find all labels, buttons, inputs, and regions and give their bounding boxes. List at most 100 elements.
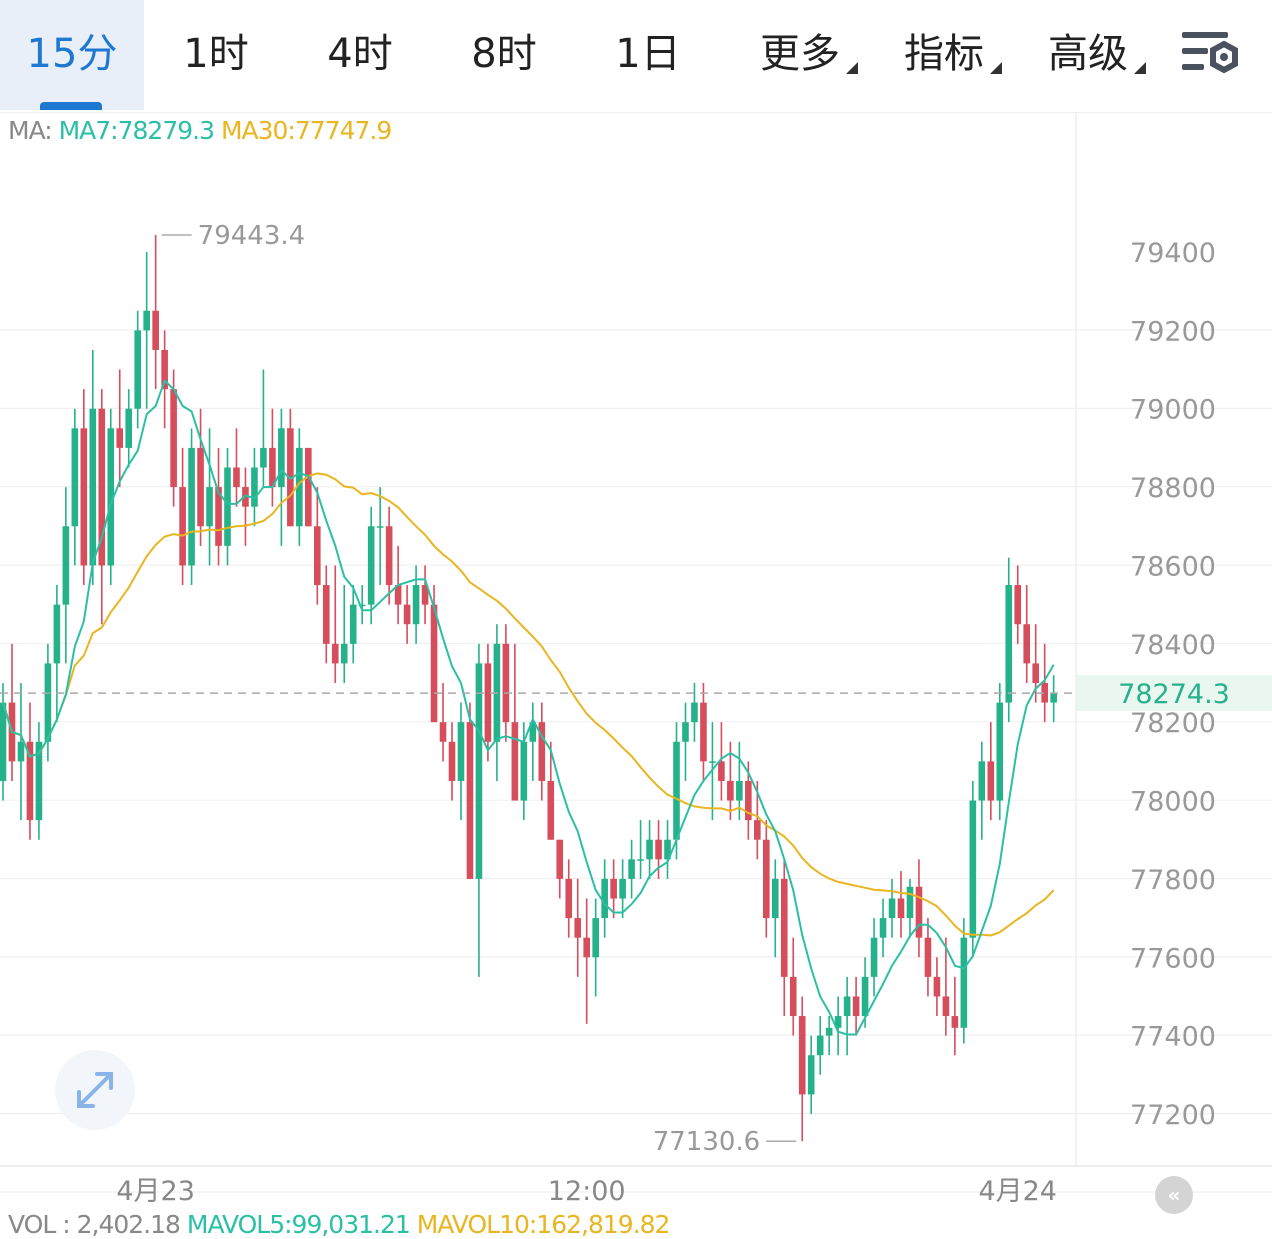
- candle-body: [125, 408, 133, 448]
- candle-body: [53, 604, 61, 664]
- low-marker-label: 77130.6: [653, 1127, 761, 1157]
- candle-body: [682, 722, 689, 742]
- candle-body: [646, 839, 653, 860]
- candle-body: [960, 937, 968, 1028]
- candle-body: [179, 487, 186, 566]
- candle-body: [484, 663, 492, 742]
- ma30-value: MA30:77747.9: [220, 116, 392, 145]
- candle-body: [718, 761, 725, 781]
- candle-body: [305, 447, 312, 527]
- candle-body: [637, 859, 644, 861]
- candle-body: [260, 447, 267, 468]
- expand-chart-button[interactable]: [55, 1050, 135, 1130]
- candle-body: [448, 741, 456, 781]
- candle-body: [394, 585, 402, 605]
- candle-body: [924, 937, 932, 977]
- last-price-tag: [1076, 675, 1272, 712]
- scroll-to-latest-icon: «: [1167, 1183, 1181, 1207]
- candle-body: [754, 820, 761, 840]
- y-tick-label: 79000: [1130, 395, 1216, 426]
- candle-body: [44, 663, 52, 742]
- tab-label: 1时: [183, 31, 249, 77]
- y-tick-label: 77800: [1130, 865, 1216, 896]
- mavol5-value: MAVOL5:99,031.21: [186, 1210, 411, 1239]
- candle-body: [825, 1027, 833, 1036]
- candle-body: [565, 878, 573, 919]
- candle-body: [529, 722, 537, 742]
- candle-body: [942, 996, 950, 1017]
- candle-body: [197, 447, 204, 527]
- candle-body: [1032, 663, 1039, 683]
- candle-body: [170, 389, 177, 488]
- y-tick-label: 79200: [1130, 316, 1216, 347]
- candle-body: [403, 604, 411, 625]
- mavol10-value: MAVOL10:162,819.82: [416, 1210, 671, 1239]
- ma7-value: MA7:78279.3: [58, 116, 215, 145]
- candle-body: [511, 722, 519, 801]
- settings-lines-gear-icon[interactable]: [1180, 28, 1242, 82]
- candle-body: [771, 878, 779, 919]
- candle-body: [906, 886, 914, 919]
- candle-body: [628, 859, 635, 879]
- candle-body: [80, 428, 88, 566]
- candle-body: [547, 780, 555, 840]
- candle-body: [1005, 585, 1013, 703]
- high-marker-label: 79443.4: [198, 221, 306, 251]
- candle-body: [852, 996, 860, 1017]
- y-tick-label: 79400: [1130, 238, 1216, 269]
- candle-body: [583, 937, 590, 958]
- tab-15m[interactable]: 15分: [0, 0, 144, 110]
- last-price-label: 78274.3: [1118, 679, 1230, 710]
- y-tick-label: 78200: [1130, 708, 1216, 739]
- candle-body: [933, 976, 941, 997]
- candle-body: [376, 526, 384, 528]
- dropdown-caret-icon: [1134, 62, 1146, 74]
- candle-body: [322, 585, 330, 644]
- candlestick-chart[interactable]: 79400 79200 79000 78800 78600 78400 78200 78000…: [0, 112, 1272, 1208]
- candle-body: [897, 898, 905, 919]
- candle-body: [1041, 683, 1048, 703]
- x-tick-label: 4月23: [116, 1176, 195, 1207]
- ma-legend-prefix: MA:: [8, 116, 53, 145]
- y-tick-label: 78000: [1130, 787, 1216, 818]
- candle-body: [430, 604, 438, 723]
- candle-body: [574, 918, 582, 938]
- tab-label: 高级: [1048, 31, 1128, 77]
- tab-1h[interactable]: 1时: [144, 0, 288, 110]
- scroll-to-latest-button[interactable]: «: [1155, 1176, 1193, 1214]
- candle-body: [592, 918, 599, 958]
- candle-body: [0, 702, 7, 781]
- tab-advanced-dropdown[interactable]: 高级: [1028, 0, 1148, 110]
- candle-body: [619, 878, 626, 899]
- candle-body: [439, 722, 447, 742]
- candle-body: [691, 702, 698, 723]
- tab-more-dropdown[interactable]: 更多: [740, 0, 860, 110]
- candle-body: [349, 604, 357, 644]
- y-tick-label: 78800: [1130, 473, 1216, 504]
- candle-body: [780, 878, 788, 977]
- candle-body: [843, 996, 851, 1017]
- candle-body: [1014, 585, 1022, 625]
- candle-body: [736, 780, 743, 801]
- tab-indicators-dropdown[interactable]: 指标: [884, 0, 1004, 110]
- candle-body: [763, 839, 770, 919]
- tab-8h[interactable]: 8时: [432, 0, 576, 110]
- candle-body: [745, 780, 752, 821]
- tab-1d[interactable]: 1日: [576, 0, 720, 110]
- candle-body: [700, 702, 707, 762]
- y-tick-label: 77600: [1130, 943, 1216, 974]
- tab-4h[interactable]: 4时: [288, 0, 432, 110]
- active-tab-indicator: [40, 102, 102, 110]
- tab-label: 4时: [327, 31, 393, 77]
- y-tick-label: 78400: [1130, 630, 1216, 661]
- candle-body: [834, 1016, 842, 1028]
- candle-body: [224, 467, 231, 546]
- candle-body: [278, 428, 285, 488]
- candle-body: [996, 702, 1004, 801]
- candle-body: [816, 1035, 824, 1056]
- candle-body: [358, 604, 366, 607]
- candle-body: [412, 585, 420, 625]
- candle-body: [314, 526, 321, 586]
- candle-body: [520, 741, 528, 801]
- candle-body: [475, 663, 483, 879]
